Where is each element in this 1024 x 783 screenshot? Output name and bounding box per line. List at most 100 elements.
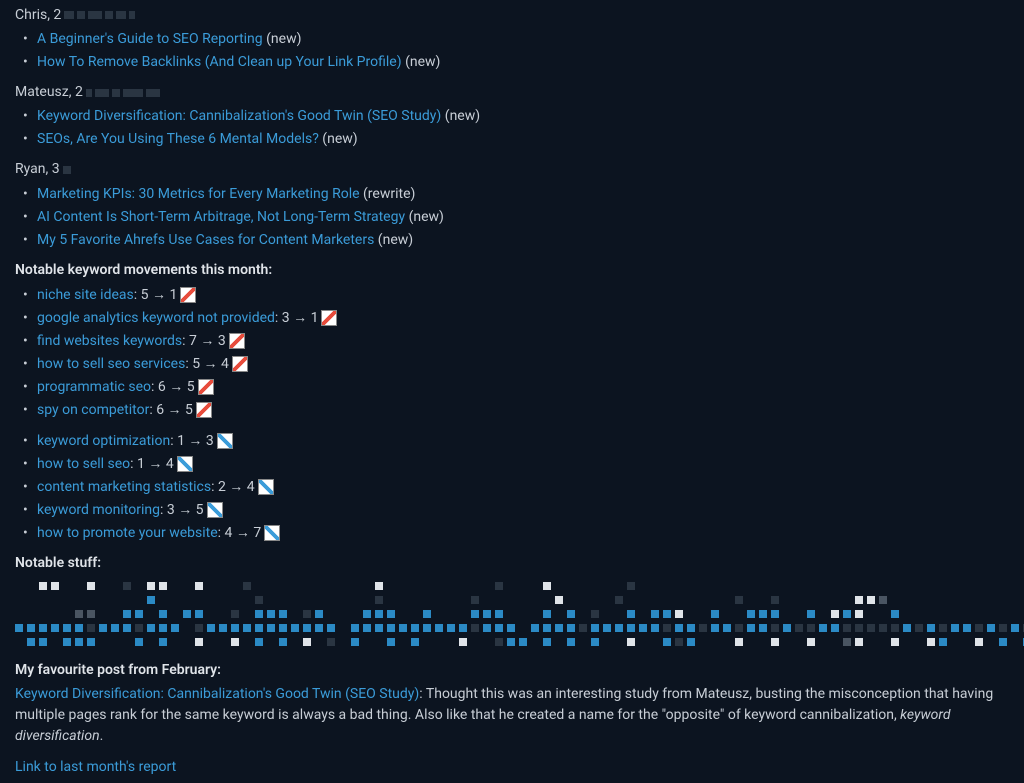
post-link[interactable]: Keyword Diversification: Cannibalization… [37,108,441,124]
pixel [87,638,95,646]
pixel [147,596,155,604]
pixel [567,638,575,646]
pixel [111,638,119,646]
pixel [39,582,47,590]
pixel [327,610,335,618]
keyword-link[interactable]: how to sell seo services [37,356,185,372]
pixel [891,596,899,604]
keyword-link[interactable]: content marketing statistics [37,479,211,495]
pixel [531,638,539,646]
pixel [627,638,635,646]
pixel [339,610,347,618]
post-link[interactable]: My 5 Favorite Ahrefs Use Cases for Conte… [37,232,374,248]
pixel [651,596,659,604]
pixel [519,610,527,618]
pixel [543,582,551,590]
keyword-link[interactable]: keyword monitoring [37,502,160,518]
post-tag: (new) [445,108,480,124]
favourite-link[interactable]: Keyword Diversification: Cannibalization… [15,686,419,702]
pixel [363,610,371,618]
chart-up-icon [321,310,337,326]
keyword-link[interactable]: how to promote your website [37,525,218,541]
pixel [795,624,803,632]
keyword-link[interactable]: niche site ideas [37,287,134,303]
pixel [99,610,107,618]
pixel [867,610,875,618]
pixel [327,638,335,646]
pixel [39,638,47,646]
pixel [771,582,779,590]
pixel [819,610,827,618]
keyword-link[interactable]: keyword optimization [37,433,170,449]
keyword-item: keyword optimization: 1 → 3 [37,430,1009,453]
pixel [171,582,179,590]
keyword-item: how to sell seo services: 5 → 4 [37,353,1009,376]
obscured-block [77,11,85,19]
pixel [855,624,863,632]
pixel [603,638,611,646]
post-link[interactable]: SEOs, Are You Using These 6 Mental Model… [37,131,319,147]
post-link[interactable]: Marketing KPIs: 30 Metrics for Every Mar… [37,186,360,202]
pixel [855,582,863,590]
pixel [483,638,491,646]
pixel [435,638,443,646]
pixel [831,610,839,618]
pixel [591,638,599,646]
pixel [987,638,995,646]
pixel [663,624,671,632]
pixel [819,638,827,646]
pixel [783,582,791,590]
post-item: SEOs, Are You Using These 6 Mental Model… [37,128,1009,151]
pixel [15,596,23,604]
pixel [411,596,419,604]
keyword-link[interactable]: programmatic seo [37,379,151,395]
pixel [87,610,95,618]
pixel [735,624,743,632]
pixel [219,582,227,590]
pixel [951,610,959,618]
pixel [231,596,239,604]
pixel [399,638,407,646]
pixel [603,624,611,632]
keyword-link[interactable]: how to sell seo [37,456,130,472]
pixel [975,638,983,646]
pixel [63,638,71,646]
pixel [39,610,47,618]
post-item: My 5 Favorite Ahrefs Use Cases for Conte… [37,229,1009,252]
keyword-movement: 6 → 5 [156,402,193,418]
pixel [663,596,671,604]
pixel [423,596,431,604]
pixel-row [15,582,1009,592]
pixel [351,624,359,632]
keyword-item: google analytics keyword not provided: 3… [37,307,1009,330]
pixel [387,610,395,618]
pixel [663,610,671,618]
pixel [579,582,587,590]
author-header: Chris, 2 [15,5,1009,26]
keyword-link[interactable]: google analytics keyword not provided [37,310,275,326]
pixel [987,610,995,618]
pixel [951,624,959,632]
keyword-link[interactable]: spy on competitor [37,402,149,418]
post-link[interactable]: A Beginner's Guide to SEO Reporting [37,31,263,47]
pixel [723,596,731,604]
keyword-link[interactable]: find websites keywords [37,333,182,349]
pixel [891,638,899,646]
keyword-item: content marketing statistics: 2 → 4 [37,476,1009,499]
keyword-movement: 7 → 3 [189,333,226,349]
pixel [183,624,191,632]
pixel [615,610,623,618]
post-link[interactable]: How To Remove Backlinks (And Clean up Yo… [37,54,402,70]
last-month-link[interactable]: Link to last month's report [15,759,176,775]
obscured-block [123,89,143,97]
pixel-art [15,582,1009,648]
post-link[interactable]: AI Content Is Short-Term Arbitrage, Not … [37,209,405,225]
post-tag: (new) [266,31,301,47]
pixel [987,596,995,604]
pixel [387,596,395,604]
pixel [675,638,683,646]
keyword-movement: 1 → 3 [177,433,214,449]
pixel [963,596,971,604]
obscured-block [112,89,120,97]
obscured-text [86,82,163,103]
